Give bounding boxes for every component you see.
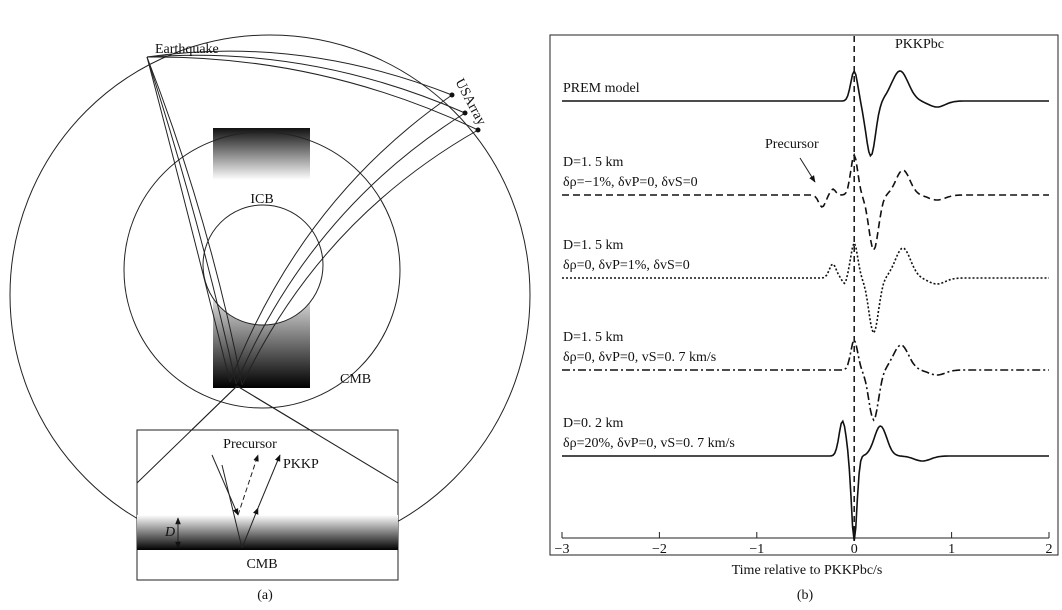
- inset-d: D: [164, 525, 175, 540]
- icb-circle: [203, 205, 323, 325]
- trace-label: δρ=0, δvP=1%, δvS=0: [563, 258, 690, 273]
- x-axis-label: Time relative to PKKPbc/s: [732, 563, 883, 578]
- phase-label: PKKPbc: [895, 37, 944, 52]
- panel-a: Earthquake USArray ICB CMB Precursor PKK…: [10, 35, 530, 603]
- caption-a: (a): [257, 588, 273, 603]
- icb-label: ICB: [250, 192, 273, 207]
- waveform: [562, 155, 1049, 250]
- panel-b-frame: [550, 35, 1058, 555]
- trace-label: D=1. 5 km: [563, 155, 624, 170]
- inset-precursor: Precursor: [223, 437, 277, 452]
- panel-b: PKKPbc Precursor Time relative to PKKPbc…: [550, 35, 1058, 603]
- trace-label: δρ=−1%, δvP=0, δvS=0: [563, 175, 698, 190]
- caption-b: (b): [797, 588, 814, 603]
- x-tick-label: −1: [749, 542, 764, 557]
- trace-label: D=1. 5 km: [563, 238, 624, 253]
- cmb-label: CMB: [340, 372, 371, 387]
- x-tick-label: 2: [1046, 542, 1053, 557]
- x-tick-label: −3: [555, 542, 570, 557]
- d-layer: [137, 515, 398, 550]
- trace-label: D=1. 5 km: [563, 330, 624, 345]
- trace-label: δρ=0, δvP=0, vS=0. 7 km/s: [563, 350, 716, 365]
- figure: Earthquake USArray ICB CMB Precursor PKK…: [0, 0, 1062, 605]
- precursor-label: Precursor: [765, 137, 819, 152]
- inset-cmb: CMB: [246, 557, 277, 572]
- x-tick-label: −2: [652, 542, 667, 557]
- trace-label: PREM model: [563, 81, 640, 96]
- waveform: [562, 243, 1049, 333]
- x-tick-label: 0: [851, 542, 858, 557]
- x-tick-label: 1: [948, 542, 955, 557]
- earthquake-label: Earthquake: [155, 42, 219, 57]
- trace-label: δρ=20%, δvP=0, vS=0. 7 km/s: [563, 436, 735, 451]
- precursor-arrow: [800, 158, 815, 182]
- inset-pkkp: PKKP: [283, 457, 319, 472]
- trace-label: D=0. 2 km: [563, 416, 624, 431]
